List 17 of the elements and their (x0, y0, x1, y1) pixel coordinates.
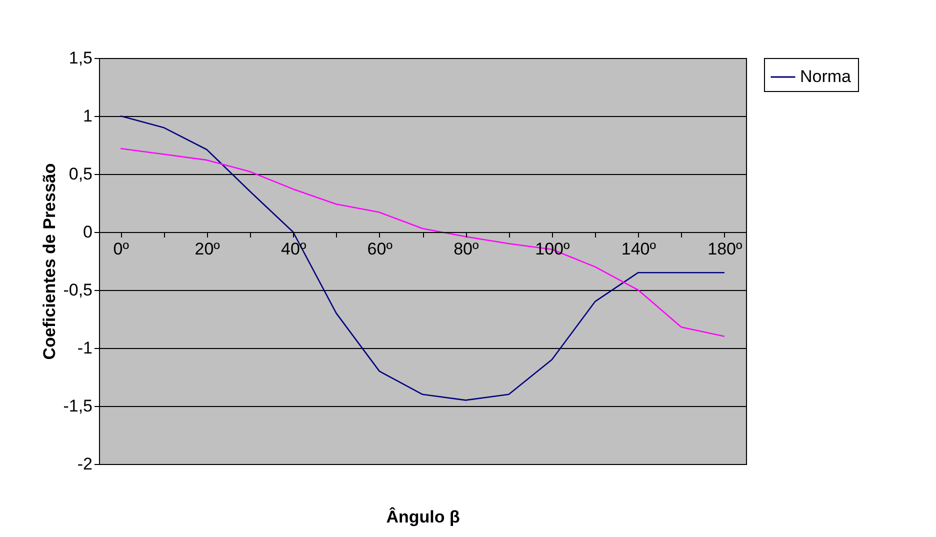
y-tick-label: -0,5 (63, 280, 92, 300)
y-tick-label: 1 (83, 106, 92, 126)
y-tick-label: 0 (83, 222, 92, 242)
y-axis-title: Coeficientes de Pressão (40, 163, 60, 360)
x-tick-label: 140º (621, 240, 656, 258)
y-tick-label: 1,5 (68, 48, 92, 68)
y-tick-label: -2 (77, 454, 92, 474)
x-tick-label: 20º (194, 240, 220, 258)
x-tick-label: 80º (454, 240, 479, 258)
x-tick-label: 60º (367, 240, 392, 258)
legend-label: Norma (800, 67, 852, 86)
y-tick-label: 0,5 (68, 164, 92, 184)
x-tick-label: 180º (708, 240, 742, 258)
x-axis-title: Ângulo β (386, 506, 460, 526)
x-tick-label: 0º (113, 240, 129, 258)
y-tick-label: -1,5 (63, 396, 92, 416)
y-tick-label: -1 (77, 338, 92, 358)
